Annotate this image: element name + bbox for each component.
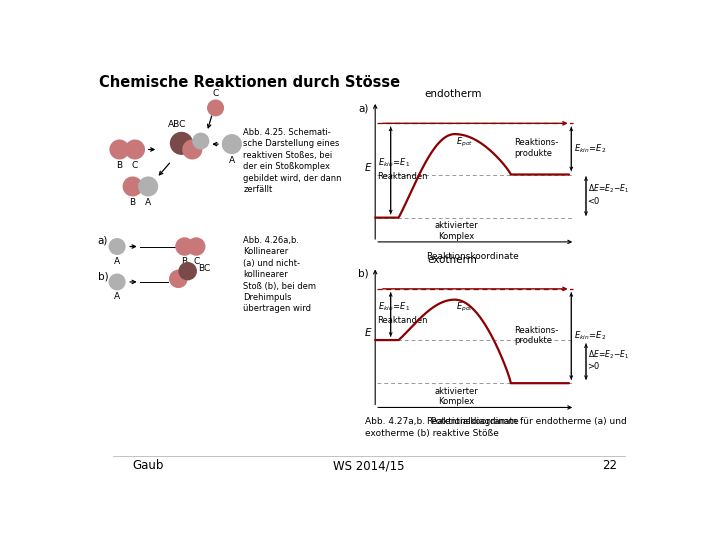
Text: B: B — [181, 257, 188, 266]
Text: Reaktanden: Reaktanden — [377, 172, 428, 181]
Text: 22: 22 — [602, 459, 617, 472]
Text: $E_{pot}$: $E_{pot}$ — [456, 136, 474, 148]
Text: A: A — [114, 292, 120, 301]
Text: C: C — [194, 257, 200, 266]
Text: >0: >0 — [588, 362, 600, 372]
Circle shape — [175, 237, 194, 256]
Text: exotherm: exotherm — [428, 255, 477, 265]
Circle shape — [170, 132, 193, 155]
Text: $E_{kin}\!=\!E_2$: $E_{kin}\!=\!E_2$ — [574, 143, 606, 155]
Text: b): b) — [358, 269, 369, 279]
Text: $\Delta E\!=\!E_2{-}E_1$: $\Delta E\!=\!E_2{-}E_1$ — [588, 183, 629, 195]
Text: a): a) — [358, 103, 369, 113]
Circle shape — [187, 237, 205, 256]
Text: BC: BC — [199, 265, 211, 273]
Text: Reaktanden: Reaktanden — [377, 316, 428, 325]
Text: Reaktionskoordinate: Reaktionskoordinate — [426, 417, 518, 427]
Text: $\Delta E\!=\!E_2{-}E_1$: $\Delta E\!=\!E_2{-}E_1$ — [588, 348, 629, 361]
Text: Reaktionskoordinate: Reaktionskoordinate — [426, 252, 518, 261]
Text: A: A — [114, 256, 120, 266]
Text: B: B — [130, 198, 135, 207]
Text: aktivierter
Komplex: aktivierter Komplex — [435, 387, 479, 407]
Text: $E_{kin}\!=\!E_1$: $E_{kin}\!=\!E_1$ — [377, 157, 410, 169]
Circle shape — [222, 134, 242, 154]
Circle shape — [125, 139, 145, 159]
Text: Abb. 4.26a,b.
Kollinearer
(a) und nicht-
kollinearer
Stoß (b), bei dem
Drehimpul: Abb. 4.26a,b. Kollinearer (a) und nicht-… — [243, 236, 317, 313]
Circle shape — [182, 139, 202, 159]
Text: endotherm: endotherm — [424, 90, 482, 99]
Text: aktivierter
Komplex: aktivierter Komplex — [435, 221, 479, 241]
Circle shape — [207, 99, 224, 117]
Circle shape — [109, 238, 126, 255]
Circle shape — [192, 132, 210, 150]
Text: <0: <0 — [588, 197, 600, 206]
Text: Abb. 4.27a,b.  Potentialdiagramm für endotherme (a) und
exotherme (b) reaktive S: Abb. 4.27a,b. Potentialdiagramm für endo… — [365, 417, 627, 438]
Circle shape — [122, 177, 143, 197]
Text: Chemische Reaktionen durch Stösse: Chemische Reaktionen durch Stösse — [99, 75, 400, 90]
Text: Reaktions-
produkte: Reaktions- produkte — [514, 138, 558, 158]
Circle shape — [109, 139, 130, 159]
Text: E: E — [365, 328, 372, 339]
Circle shape — [138, 177, 158, 197]
Text: C: C — [132, 161, 138, 170]
Text: b): b) — [98, 271, 109, 281]
Text: $E_{pot}$: $E_{pot}$ — [456, 301, 473, 314]
Circle shape — [109, 273, 126, 291]
Text: $\alpha$: $\alpha$ — [177, 268, 184, 278]
Text: a): a) — [98, 236, 108, 246]
Text: A: A — [229, 156, 235, 165]
Text: B: B — [117, 161, 122, 170]
Text: C: C — [212, 89, 219, 98]
Text: ABC: ABC — [168, 120, 186, 130]
Text: Abb. 4.25. Schemati-
sche Darstellung eines
reaktiven Stoßes, bei
der ein Stoßko: Abb. 4.25. Schemati- sche Darstellung ei… — [243, 128, 342, 194]
Text: WS 2014/15: WS 2014/15 — [333, 459, 405, 472]
Text: A: A — [145, 198, 151, 207]
Text: E: E — [365, 163, 372, 173]
Text: $E_{kin}\!=\!E_2$: $E_{kin}\!=\!E_2$ — [574, 330, 606, 342]
Circle shape — [179, 262, 197, 280]
Text: Gaub: Gaub — [132, 459, 164, 472]
Circle shape — [169, 269, 188, 288]
Text: $E_{kin}\!=\!E_1$: $E_{kin}\!=\!E_1$ — [377, 300, 410, 313]
Text: Reaktions-
produkte: Reaktions- produkte — [514, 326, 558, 345]
